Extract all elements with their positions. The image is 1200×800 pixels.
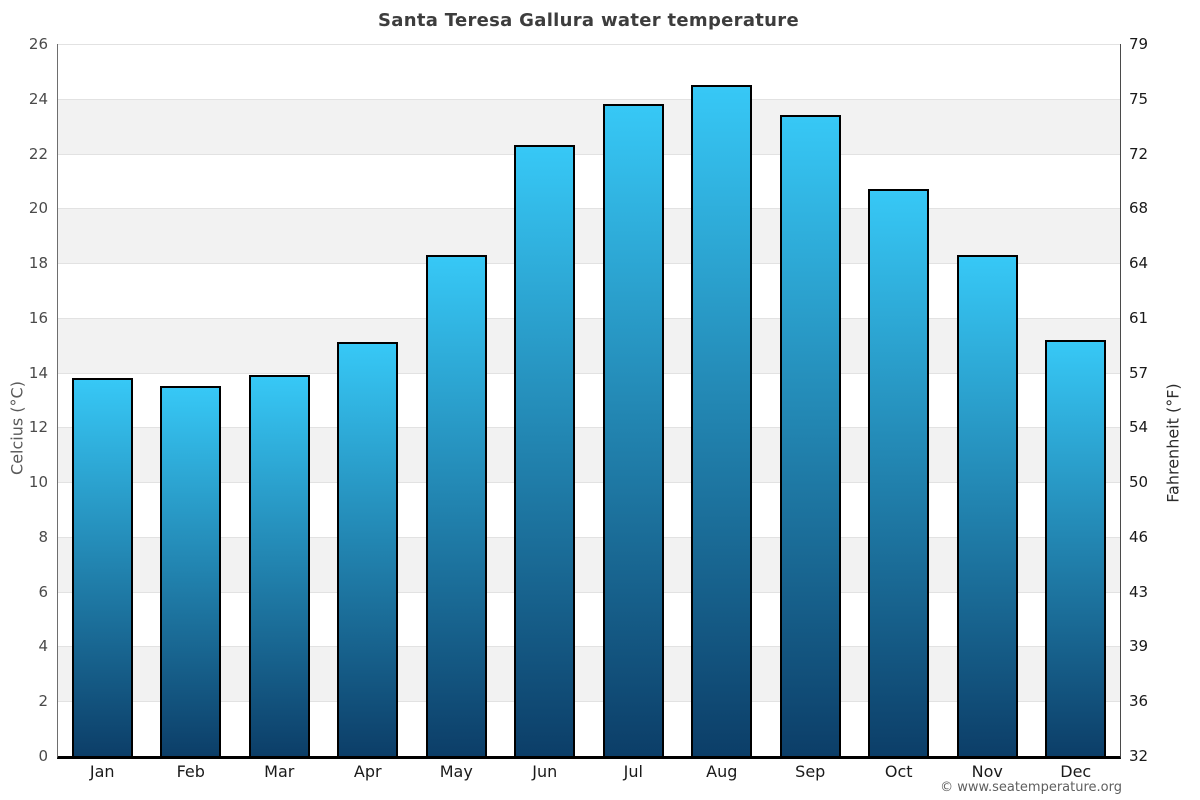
background-band: [58, 153, 1120, 209]
x-tick-oct: Oct: [884, 762, 913, 781]
y-tick-celsius-4: 4: [38, 637, 48, 656]
gridline: [58, 208, 1120, 210]
y-tick-fahrenheit-75: 75: [1129, 89, 1149, 108]
background-band: [58, 263, 1120, 319]
gridline: [58, 98, 1120, 100]
y-tick-celsius-8: 8: [38, 527, 48, 546]
gridline: [58, 646, 1120, 648]
y-tick-celsius-26: 26: [28, 35, 48, 53]
gridline: [58, 427, 1120, 429]
background-band: [58, 208, 1120, 264]
x-tick-apr: Apr: [353, 762, 382, 781]
x-tick-sep: Sep: [795, 762, 826, 781]
y-tick-fahrenheit-43: 43: [1129, 582, 1149, 601]
background-band: [58, 44, 1120, 100]
chart-title: Santa Teresa Gallura water temperature: [378, 10, 799, 31]
copyright-text: © www.seatemperature.org: [940, 780, 1122, 795]
y-tick-celsius-6: 6: [38, 582, 48, 601]
bar-apr: [337, 342, 399, 756]
y-tick-fahrenheit-46: 46: [1129, 527, 1149, 546]
bar-jun: [514, 145, 576, 756]
y-tick-celsius-24: 24: [28, 89, 48, 108]
gridline: [58, 44, 1120, 45]
y-tick-fahrenheit-61: 61: [1129, 308, 1149, 327]
y-tick-celsius-16: 16: [28, 308, 48, 327]
gridline: [58, 317, 1120, 319]
background-band: [58, 98, 1120, 155]
y-tick-celsius-22: 22: [28, 144, 48, 163]
plot-area: [57, 44, 1121, 759]
x-tick-nov: Nov: [971, 762, 1003, 781]
y-tick-celsius-2: 2: [38, 692, 48, 711]
x-tick-aug: Aug: [706, 762, 738, 781]
y-tick-celsius-12: 12: [28, 418, 48, 437]
y-tick-celsius-0: 0: [38, 747, 48, 765]
y-tick-fahrenheit-64: 64: [1129, 254, 1149, 273]
background-band: [58, 591, 1120, 647]
background-band: [58, 646, 1120, 702]
x-tick-feb: Feb: [176, 762, 205, 781]
x-tick-mar: Mar: [264, 762, 295, 781]
gridline: [58, 701, 1120, 703]
x-tick-may: May: [439, 762, 473, 781]
bar-mar: [248, 375, 310, 756]
y-tick-fahrenheit-54: 54: [1129, 418, 1149, 437]
bar-feb: [160, 386, 222, 756]
x-tick-jun: Jun: [532, 762, 558, 781]
bar-jul: [602, 104, 664, 756]
bar-aug: [691, 85, 753, 756]
bar-jan: [71, 378, 133, 756]
x-tick-dec: Dec: [1060, 762, 1092, 781]
y-tick-celsius-14: 14: [28, 363, 48, 382]
y-tick-fahrenheit-36: 36: [1129, 692, 1149, 711]
gridline: [58, 482, 1120, 484]
y-tick-celsius-10: 10: [28, 473, 48, 492]
y-axis-label-fahrenheit: Fahrenheit (°F): [1163, 383, 1183, 503]
background-band: [58, 701, 1120, 757]
bar-dec: [1045, 340, 1107, 756]
gridline: [58, 153, 1120, 155]
background-band: [58, 536, 1120, 593]
gridline: [58, 263, 1120, 265]
x-tick-jan: Jan: [89, 762, 115, 781]
y-tick-fahrenheit-79: 79: [1129, 35, 1149, 53]
gridline: [58, 591, 1120, 593]
bar-oct: [868, 189, 930, 756]
background-band: [58, 482, 1120, 538]
gridline: [58, 536, 1120, 538]
background-band: [58, 372, 1120, 428]
y-tick-fahrenheit-72: 72: [1129, 144, 1149, 163]
y-tick-fahrenheit-39: 39: [1129, 637, 1149, 656]
bar-sep: [779, 115, 841, 756]
bar-may: [425, 255, 487, 756]
y-tick-fahrenheit-32: 32: [1129, 747, 1149, 765]
gridline: [58, 372, 1120, 374]
background-band: [58, 427, 1120, 483]
y-tick-celsius-18: 18: [28, 254, 48, 273]
y-tick-fahrenheit-68: 68: [1129, 199, 1149, 218]
background-band: [58, 317, 1120, 374]
x-tick-jul: Jul: [623, 762, 643, 781]
y-tick-fahrenheit-50: 50: [1129, 473, 1149, 492]
y-tick-fahrenheit-57: 57: [1129, 363, 1149, 382]
bar-nov: [956, 255, 1018, 756]
y-tick-celsius-20: 20: [28, 199, 48, 218]
